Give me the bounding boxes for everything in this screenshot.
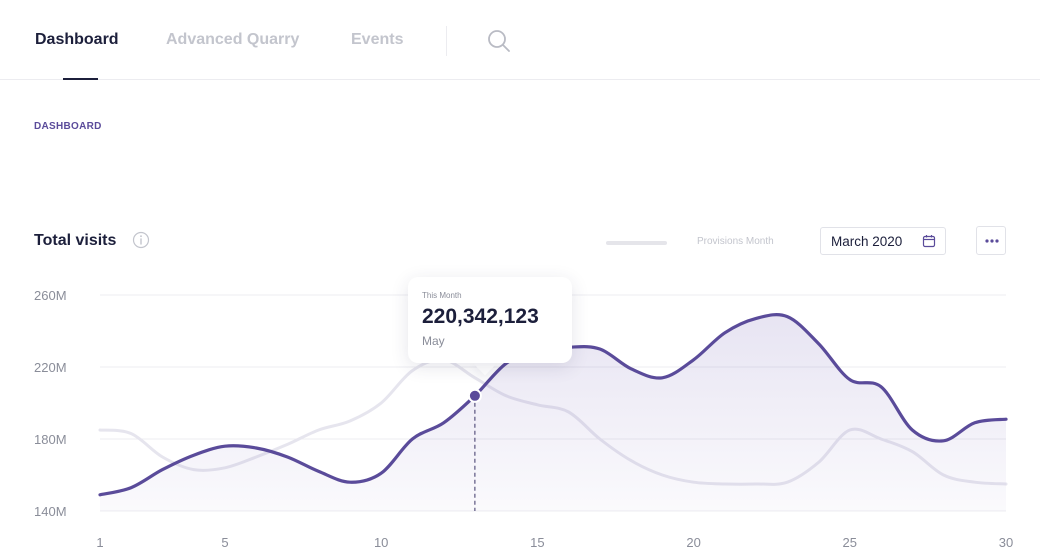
more-options-button[interactable] [976,226,1006,255]
date-picker-value: March 2020 [831,234,903,249]
search-icon [488,30,510,52]
tooltip-label: This Month [422,291,462,300]
x-tick-label: 10 [374,535,388,550]
more-horizontal-icon [985,239,999,243]
calendar-icon [922,235,936,248]
x-tick-label: 30 [999,535,1013,550]
legend-swatch-provisions-month [606,241,667,245]
tab-advanced-quarry[interactable]: Advanced Quarry [166,31,300,48]
x-tick-label: 20 [686,535,700,550]
tab-dashboard[interactable]: Dashboard [35,31,119,48]
active-tab-indicator [63,78,98,80]
nav-divider [446,26,447,56]
highlight-point[interactable] [467,388,482,403]
y-tick-label: 260M [34,288,67,303]
search-button[interactable] [486,28,512,54]
series-area-this-month [100,314,1006,511]
card-title: Total visits [34,232,117,249]
month-date-picker[interactable]: March 2020 [820,227,946,255]
tab-events[interactable]: Events [351,31,404,48]
x-tick-label: 25 [843,535,857,550]
x-tick-label: 1 [96,535,103,550]
tooltip-period: May [422,334,445,348]
top-navigation: Dashboard Advanced Quarry Events [0,0,1040,80]
tooltip-value: 220,342,123 [422,305,539,328]
x-tick-label: 15 [530,535,544,550]
x-tick-label: 5 [221,535,228,550]
breadcrumb: DASHBOARD [34,121,102,132]
y-tick-label: 220M [34,360,67,375]
legend-label: Provisions Month [697,236,774,247]
data-tooltip: This Month 220,342,123 May [408,277,572,363]
info-icon[interactable] [132,231,150,249]
y-tick-label: 140M [34,504,67,519]
y-tick-label: 180M [34,432,67,447]
